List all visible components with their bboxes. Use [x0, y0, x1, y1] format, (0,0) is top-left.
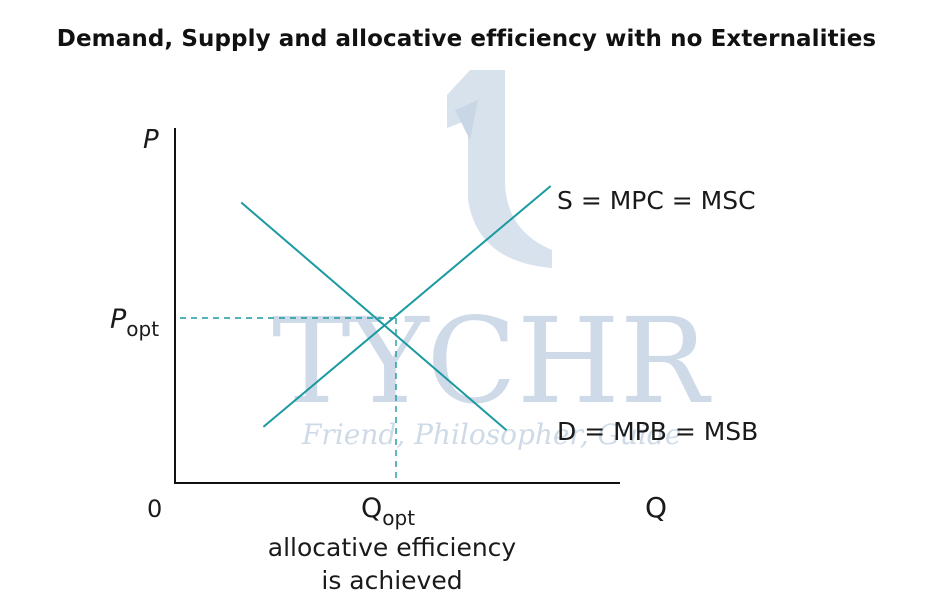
- watermark-brand: TYCHR: [272, 292, 712, 430]
- chart-title: Demand, Supply and allocative efficiency…: [56, 26, 877, 52]
- y-axis-label: P: [143, 125, 159, 155]
- p-opt-subscript: opt: [126, 317, 159, 341]
- watermark: TYCHR Friend, Philosopher, Guide: [272, 70, 712, 451]
- q-opt-label: Qopt: [361, 493, 415, 530]
- q-opt-letter: Q: [361, 493, 382, 524]
- supply-curve-label: S = MPC = MSC: [557, 186, 756, 215]
- p-opt-label: Popt: [110, 304, 159, 341]
- annotation-line-1: allocative efficiency: [268, 533, 517, 562]
- watermark-logo-triangle: [455, 100, 478, 140]
- watermark-tagline: Friend, Philosopher, Guide: [301, 418, 681, 451]
- x-axis-label: Q: [645, 491, 667, 524]
- supply-curve: [262, 185, 552, 428]
- demand-curve-label: D = MPB = MSB: [557, 417, 758, 446]
- q-opt-subscript: opt: [382, 506, 415, 530]
- origin-label: 0: [147, 495, 162, 523]
- annotation-line-2: is achieved: [321, 566, 462, 595]
- p-opt-letter: P: [110, 304, 127, 335]
- demand-curve: [240, 201, 508, 431]
- watermark-logo: [447, 70, 552, 268]
